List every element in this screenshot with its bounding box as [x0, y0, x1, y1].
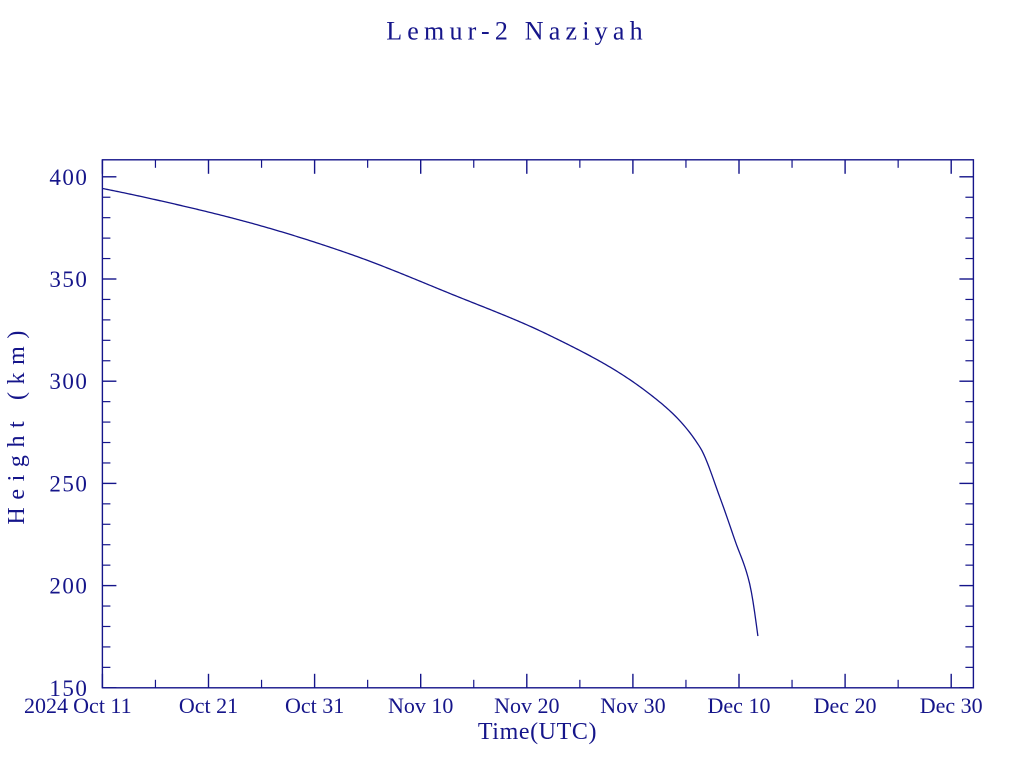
svg-text:Oct 11: Oct 11: [73, 693, 131, 718]
svg-text:Nov 10: Nov 10: [388, 693, 453, 718]
svg-text:350: 350: [49, 267, 88, 292]
svg-text:Dec 20: Dec 20: [814, 693, 877, 718]
svg-text:Oct 21: Oct 21: [179, 693, 238, 718]
svg-text:Time(UTC): Time(UTC): [478, 719, 597, 745]
svg-text:2024: 2024: [24, 693, 68, 718]
svg-text:200: 200: [49, 574, 88, 599]
svg-text:300: 300: [49, 369, 88, 394]
svg-text:Nov 20: Nov 20: [494, 693, 559, 718]
svg-text:250: 250: [49, 471, 88, 496]
svg-text:Height (km): Height (km): [4, 323, 30, 525]
svg-text:Nov 30: Nov 30: [600, 693, 665, 718]
svg-text:Dec 30: Dec 30: [920, 693, 983, 718]
svg-text:Dec 10: Dec 10: [708, 693, 771, 718]
svg-text:400: 400: [49, 165, 88, 190]
svg-text:Lemur-2 Naziyah: Lemur-2 Naziyah: [386, 17, 648, 46]
svg-text:Oct 31: Oct 31: [285, 693, 344, 718]
